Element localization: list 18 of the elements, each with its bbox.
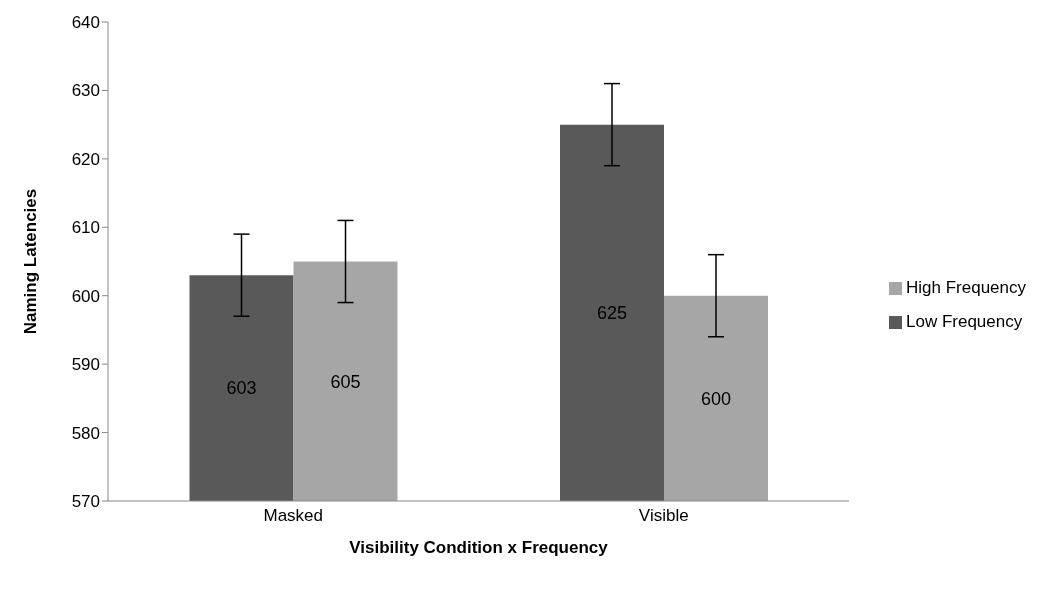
y-tick-label: 630 <box>71 81 100 101</box>
y-tick-label: 600 <box>71 286 100 306</box>
data-label: 625 <box>596 303 628 324</box>
y-tick-label: 610 <box>71 218 100 238</box>
y-axis-title: Naming Latencies <box>21 188 41 335</box>
data-label: 603 <box>226 378 257 399</box>
x-tick-label: Masked <box>263 506 324 526</box>
x-tick-label: Visible <box>638 506 689 526</box>
y-tick-label: 570 <box>71 492 100 512</box>
data-label: 605 <box>330 371 361 392</box>
y-tick-label: 580 <box>71 423 100 443</box>
y-tick-label: 640 <box>71 13 100 33</box>
y-tick-label: 590 <box>71 355 100 375</box>
legend-label: Low Frequency <box>905 311 1023 331</box>
x-axis-title: Visibility Condition x Frequency <box>349 538 609 557</box>
y-tick-label: 620 <box>71 149 100 169</box>
data-label: 600 <box>700 388 732 409</box>
legend-label: High Frequency <box>905 277 1026 297</box>
